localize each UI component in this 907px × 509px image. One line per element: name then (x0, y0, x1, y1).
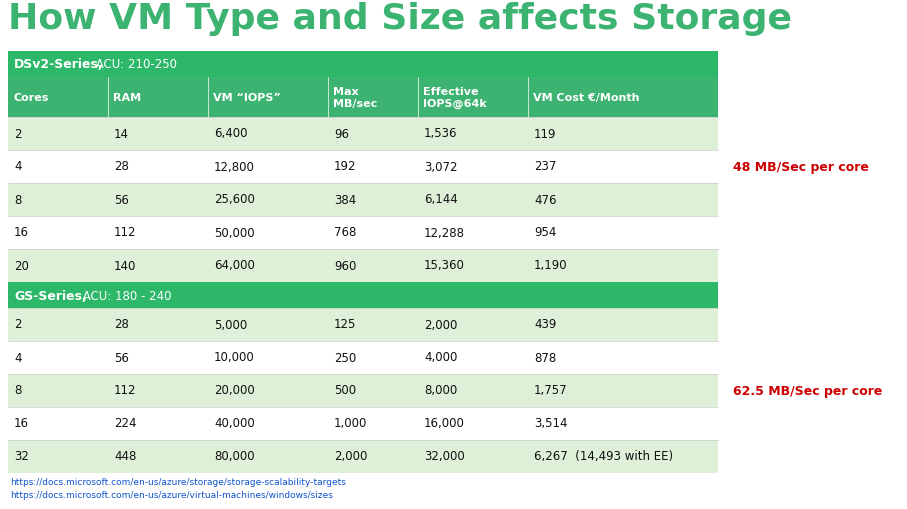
Bar (8, 78, 718, 118)
Text: 8: 8 (14, 384, 22, 397)
Text: 32: 32 (14, 449, 29, 463)
Text: 3,072: 3,072 (424, 160, 457, 173)
Text: 20,000: 20,000 (214, 384, 255, 397)
Bar (8, 308, 718, 342)
Bar (8, 342, 718, 374)
Text: 10,000: 10,000 (214, 351, 255, 364)
Bar (8, 407, 718, 440)
Text: 768: 768 (334, 226, 356, 239)
Bar (8, 216, 718, 249)
Text: 16,000: 16,000 (424, 417, 465, 430)
Text: 476: 476 (534, 193, 557, 206)
Text: 4: 4 (14, 351, 22, 364)
Circle shape (868, 492, 896, 501)
Text: 250: 250 (334, 351, 356, 364)
Text: 384: 384 (334, 193, 356, 206)
Text: 2: 2 (14, 127, 22, 140)
Text: 2,000: 2,000 (424, 318, 457, 331)
Bar (852, 496, 902, 501)
Bar (8, 282, 718, 308)
Text: 40,000: 40,000 (214, 417, 255, 430)
Text: ACU: 210-250: ACU: 210-250 (92, 59, 177, 71)
Text: 192: 192 (334, 160, 356, 173)
Text: 6,144: 6,144 (424, 193, 458, 206)
Text: 439: 439 (534, 318, 556, 331)
Text: https://docs.microsoft.com/en-us/azure/virtual-machines/windows/sizes: https://docs.microsoft.com/en-us/azure/v… (10, 490, 333, 499)
Text: DSv2-Series,: DSv2-Series, (14, 59, 103, 71)
Text: RAM: RAM (113, 93, 141, 103)
Text: 4: 4 (14, 160, 22, 173)
Text: VM “IOPS”: VM “IOPS” (213, 93, 281, 103)
Text: 48 MB/Sec per core: 48 MB/Sec per core (733, 161, 869, 174)
Text: 14: 14 (114, 127, 129, 140)
Text: 64,000: 64,000 (214, 259, 255, 272)
Text: 224: 224 (114, 417, 136, 430)
Bar (8, 52, 718, 78)
Text: 4,000: 4,000 (424, 351, 457, 364)
Text: 125: 125 (334, 318, 356, 331)
Text: 15,360: 15,360 (424, 259, 465, 272)
Bar (8, 151, 718, 184)
Text: 112: 112 (114, 226, 136, 239)
Circle shape (852, 492, 879, 501)
Text: 32,000: 32,000 (424, 449, 464, 463)
Text: 50,000: 50,000 (214, 226, 255, 239)
Text: 2,000: 2,000 (334, 449, 367, 463)
Text: 12,800: 12,800 (214, 160, 255, 173)
Text: 5,000: 5,000 (214, 318, 248, 331)
Text: 1,536: 1,536 (424, 127, 457, 140)
Text: 56: 56 (114, 193, 129, 206)
Bar (8, 118, 718, 151)
Text: 25,600: 25,600 (214, 193, 255, 206)
Text: 140: 140 (114, 259, 136, 272)
Text: https://docs.microsoft.com/en-us/azure/storage/storage-scalability-targets: https://docs.microsoft.com/en-us/azure/s… (10, 477, 346, 486)
Text: Cores: Cores (13, 93, 48, 103)
Text: 80,000: 80,000 (214, 449, 255, 463)
Text: 3,514: 3,514 (534, 417, 568, 430)
Bar (8, 374, 718, 407)
Text: 8: 8 (14, 193, 22, 206)
Text: 112: 112 (114, 384, 136, 397)
Text: 6,267  (14,493 with EE): 6,267 (14,493 with EE) (534, 449, 673, 463)
Text: 6,400: 6,400 (214, 127, 248, 140)
Text: 1,190: 1,190 (534, 259, 568, 272)
Text: 12,288: 12,288 (424, 226, 465, 239)
Text: 62.5 MB/Sec per core: 62.5 MB/Sec per core (733, 384, 883, 397)
Text: VM Cost €/Month: VM Cost €/Month (533, 93, 639, 103)
Text: 119: 119 (534, 127, 557, 140)
Text: 16: 16 (14, 417, 29, 430)
Text: 1,000: 1,000 (334, 417, 367, 430)
Text: 96: 96 (334, 127, 349, 140)
Text: 500: 500 (334, 384, 356, 397)
Text: 448: 448 (114, 449, 136, 463)
Text: ACU: 180 - 240: ACU: 180 - 240 (79, 289, 171, 302)
Text: 960: 960 (334, 259, 356, 272)
Text: 878: 878 (534, 351, 556, 364)
Text: 1,757: 1,757 (534, 384, 568, 397)
Text: Max
MB/sec: Max MB/sec (333, 87, 377, 108)
Text: 954: 954 (534, 226, 556, 239)
Text: 2: 2 (14, 318, 22, 331)
Bar (8, 440, 718, 473)
Bar (8, 184, 718, 216)
Text: 8,000: 8,000 (424, 384, 457, 397)
Text: 16: 16 (14, 226, 29, 239)
Text: GS-Series,: GS-Series, (14, 289, 87, 302)
Text: Effective
IOPS@64k: Effective IOPS@64k (423, 87, 487, 109)
Text: 28: 28 (114, 318, 129, 331)
Text: How VM Type and Size affects Storage: How VM Type and Size affects Storage (8, 2, 792, 36)
Text: 237: 237 (534, 160, 556, 173)
Text: 28: 28 (114, 160, 129, 173)
Text: 20: 20 (14, 259, 29, 272)
Text: 56: 56 (114, 351, 129, 364)
Bar (8, 249, 718, 282)
Circle shape (860, 489, 888, 498)
